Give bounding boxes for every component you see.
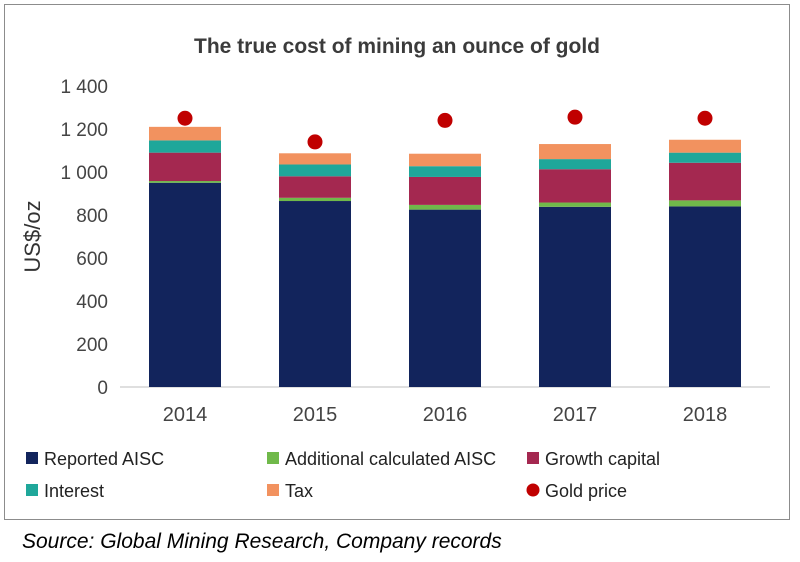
legend-label: Interest	[44, 481, 104, 501]
bar-segment	[669, 139, 741, 153]
chart-title: The true cost of mining an ounce of gold	[194, 35, 600, 58]
y-tick-label: 200	[76, 335, 108, 356]
y-tick-label: 400	[76, 292, 108, 313]
bar-segment	[539, 169, 611, 203]
bar-segment	[149, 181, 221, 183]
gold-price-marker	[437, 112, 453, 128]
bar-segment	[409, 209, 481, 387]
legend-swatch	[26, 452, 38, 464]
x-tick-label: 2015	[293, 404, 338, 426]
x-tick-label: 2014	[163, 404, 208, 426]
x-tick-label: 2018	[683, 404, 728, 426]
y-tick-label: 1 000	[60, 163, 108, 184]
legend-label: Gold price	[545, 481, 627, 501]
legend-swatch	[26, 484, 38, 496]
legend-swatch	[526, 483, 540, 497]
gold-price-marker	[177, 110, 193, 126]
bar-segment	[669, 162, 741, 201]
chart-frame	[4, 4, 790, 520]
legend-label: Additional calculated AISC	[285, 449, 496, 469]
x-tick-label: 2016	[423, 404, 468, 426]
gold-price-marker	[567, 109, 583, 125]
legend-swatch	[267, 452, 279, 464]
legend-label: Growth capital	[545, 449, 660, 469]
bar-segment	[669, 152, 741, 163]
x-tick-label: 2017	[553, 404, 598, 426]
gold-price-marker	[307, 134, 323, 150]
bar-segment	[409, 204, 481, 210]
legend-label: Reported AISC	[44, 449, 164, 469]
bar-segment	[539, 206, 611, 387]
bar-segment	[279, 176, 351, 198]
y-tick-label: 0	[97, 378, 108, 399]
gold-price-marker	[697, 110, 713, 126]
y-tick-label: 1 200	[60, 120, 108, 141]
bar-segment	[409, 153, 481, 167]
bar-segment	[409, 176, 481, 205]
bar-segment	[279, 164, 351, 177]
bar-segment	[149, 140, 221, 153]
bar-segment	[149, 182, 221, 387]
legend-label: Tax	[285, 481, 313, 501]
bar-segment	[669, 206, 741, 387]
source-note: Source: Global Mining Research, Company …	[22, 530, 502, 553]
legend-swatch	[267, 484, 279, 496]
bar-segment	[669, 200, 741, 207]
bar-segment	[279, 201, 351, 387]
bar-segment	[149, 152, 221, 182]
bar-segment	[539, 144, 611, 160]
bar-segment	[539, 202, 611, 207]
y-tick-label: 1 400	[60, 77, 108, 98]
legend-swatch	[527, 452, 539, 464]
bar-segment	[149, 126, 221, 141]
bar-segment	[409, 166, 481, 177]
y-tick-label: 800	[76, 206, 108, 227]
y-axis-label: US$/oz	[20, 200, 45, 272]
bar-segment	[279, 153, 351, 165]
y-tick-label: 600	[76, 249, 108, 270]
bar-segment	[539, 159, 611, 170]
bar-segment	[279, 197, 351, 202]
